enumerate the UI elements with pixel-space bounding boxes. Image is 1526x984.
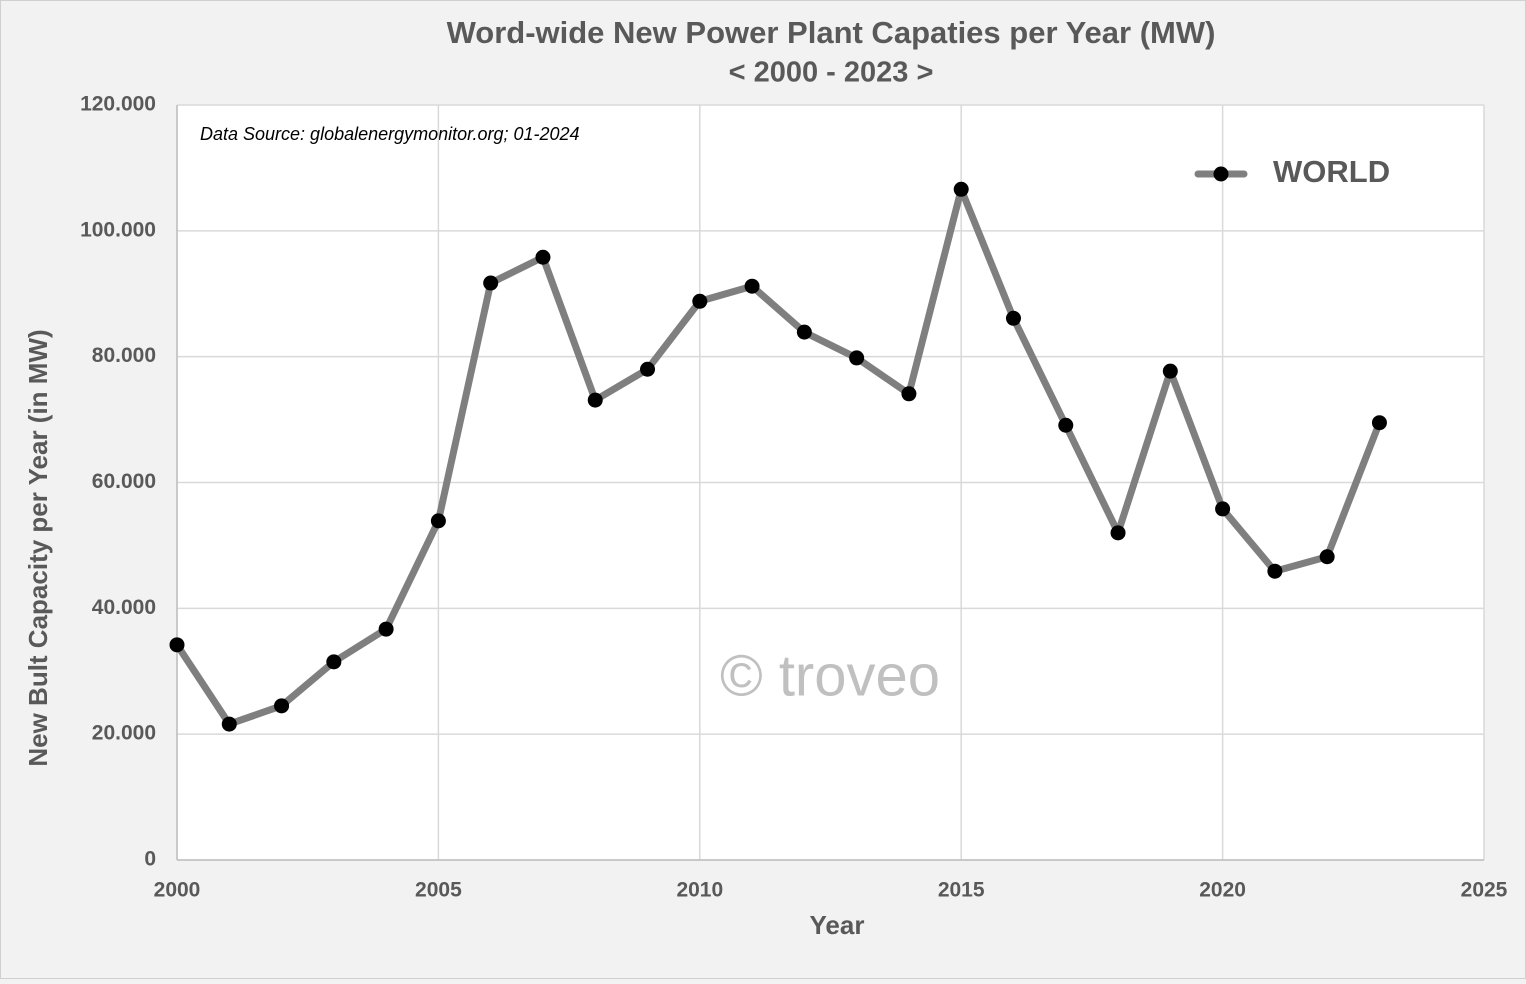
data-point bbox=[692, 293, 708, 309]
x-tick-label: 2005 bbox=[415, 879, 462, 902]
data-point bbox=[1005, 310, 1021, 326]
data-point bbox=[1058, 417, 1074, 433]
chart-subtitle: < 2000 - 2023 > bbox=[729, 57, 934, 89]
source-note: Data Source: globalenergymonitor.org; 01… bbox=[200, 124, 580, 144]
data-point bbox=[378, 621, 394, 637]
y-tick-label: 40.000 bbox=[92, 596, 156, 619]
data-point bbox=[274, 698, 290, 714]
x-tick-label: 2000 bbox=[154, 879, 201, 902]
data-point bbox=[640, 361, 656, 377]
data-point bbox=[483, 275, 499, 291]
series-line bbox=[174, 185, 1383, 728]
data-point bbox=[1371, 415, 1387, 431]
data-point bbox=[535, 249, 551, 265]
data-point bbox=[953, 181, 969, 197]
chart-title: Word-wide New Power Plant Capaties per Y… bbox=[447, 15, 1216, 50]
data-point bbox=[849, 350, 865, 366]
data-point bbox=[796, 324, 812, 340]
data-point bbox=[901, 386, 917, 402]
y-axis-label: New Bult Capacity per Year (in MW) bbox=[23, 329, 53, 766]
y-tick-label: 120.000 bbox=[80, 93, 156, 116]
data-point bbox=[587, 392, 603, 408]
y-tick-label: 80.000 bbox=[92, 344, 156, 367]
legend-label: WORLD bbox=[1273, 154, 1390, 189]
data-point bbox=[1162, 363, 1178, 379]
data-point bbox=[1267, 563, 1283, 579]
data-point bbox=[1215, 501, 1231, 517]
data-point bbox=[326, 654, 342, 670]
x-tick-label: 2025 bbox=[1461, 879, 1508, 902]
y-tick-label: 20.000 bbox=[92, 722, 156, 745]
data-point bbox=[1319, 549, 1335, 565]
x-tick-label: 2020 bbox=[1199, 879, 1246, 902]
watermark: © troveo bbox=[720, 643, 940, 708]
y-tick-label: 60.000 bbox=[92, 470, 156, 493]
data-point bbox=[430, 513, 446, 529]
data-point bbox=[744, 278, 760, 294]
data-point bbox=[221, 716, 237, 732]
x-axis-label: Year bbox=[810, 910, 865, 940]
y-tick-label: 0 bbox=[144, 848, 156, 871]
y-tick-label: 100.000 bbox=[80, 218, 156, 241]
x-tick-label: 2010 bbox=[676, 879, 723, 902]
legend-marker bbox=[1213, 166, 1229, 182]
data-point bbox=[169, 637, 185, 653]
data-point bbox=[1110, 525, 1126, 541]
x-tick-label: 2015 bbox=[938, 879, 985, 902]
